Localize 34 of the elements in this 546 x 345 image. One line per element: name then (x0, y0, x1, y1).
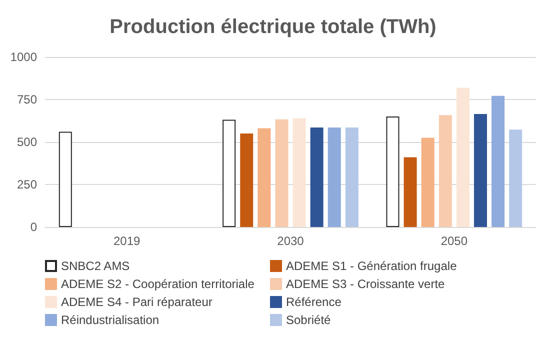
bar (492, 96, 505, 227)
bar (386, 116, 400, 227)
bar (474, 114, 487, 227)
bar (258, 128, 271, 227)
x-tick-label: 2019 (113, 234, 141, 248)
bar (421, 138, 434, 227)
bar (275, 119, 288, 227)
legend-label: Sobriété (286, 313, 332, 327)
bar (310, 128, 324, 227)
legend-label: ADEME S4 - Pari réparateur (61, 295, 212, 309)
legend-label: ADEME S1 - Génération frugale (286, 259, 458, 273)
bar (456, 88, 470, 227)
bar (345, 128, 358, 227)
y-tick-label: 750 (16, 92, 38, 106)
legend-label: Référence (286, 295, 342, 309)
bar (292, 118, 306, 227)
x-tick-label: 2030 (277, 234, 304, 248)
bar (240, 134, 254, 227)
bar (438, 115, 452, 227)
chart-title: Production électrique totale (TWh) (110, 16, 436, 38)
bar (328, 128, 341, 227)
bar (58, 132, 72, 227)
y-tick-label: 0 (30, 220, 38, 234)
bar (404, 157, 417, 227)
x-tick-label: 2050 (440, 234, 468, 248)
y-tick-label: 1000 (10, 50, 38, 64)
y-tick-label: 500 (16, 135, 38, 149)
legend-label: ADEME S2 - Coopération territoriale (61, 277, 255, 291)
y-tick-label: 250 (16, 178, 38, 192)
legend-label: Réindustrialisation (61, 313, 160, 327)
legend-label: ADEME S3 - Croissante verte (286, 277, 446, 291)
bar (509, 130, 522, 227)
bar (222, 120, 236, 227)
legend-label: SNBC2 AMS (61, 259, 130, 273)
